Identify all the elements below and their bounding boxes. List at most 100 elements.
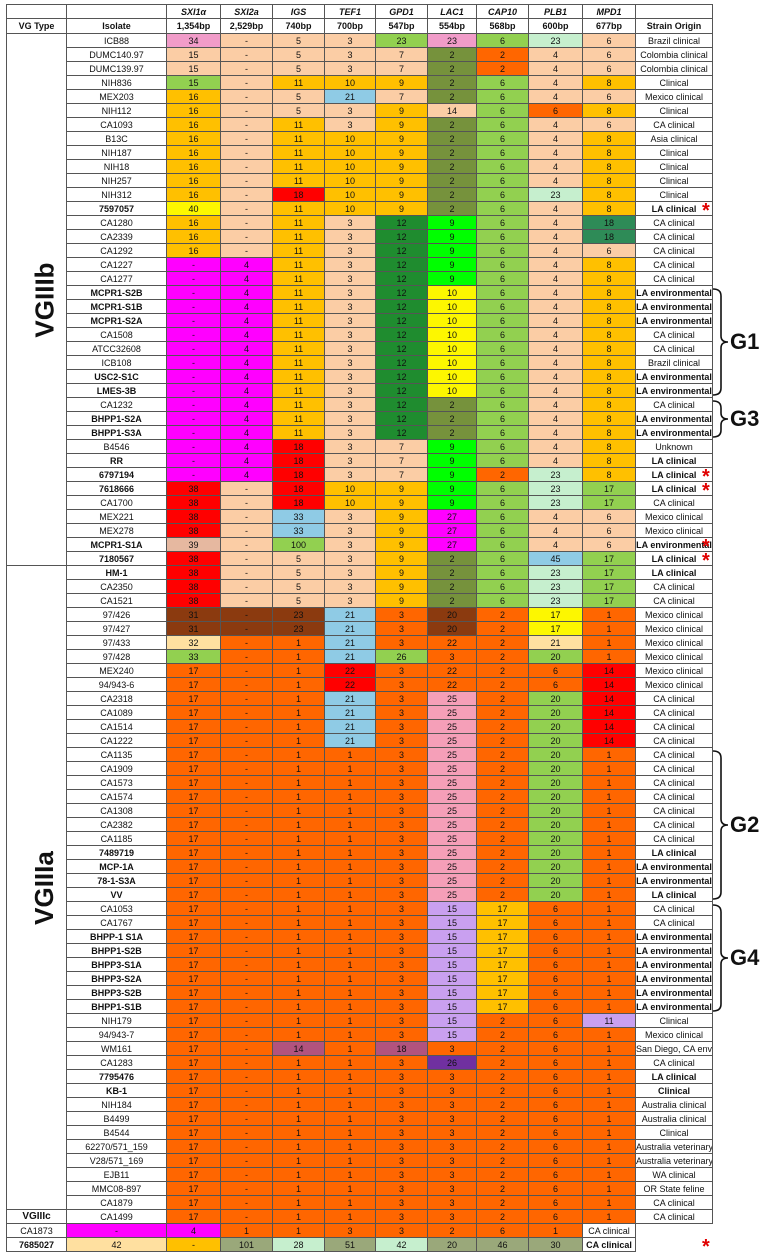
allele-cell: 100 <box>272 537 325 552</box>
allele-cell: 1 <box>272 691 325 706</box>
allele-cell: 1 <box>272 817 325 832</box>
origin-cell: Mexico clinical <box>635 509 713 524</box>
allele-cell: 4 <box>528 425 583 440</box>
allele-cell: 1 <box>582 1069 636 1084</box>
allele-cell: 3 <box>324 215 376 230</box>
allele-cell: 1 <box>324 817 376 832</box>
allele-cell: 12 <box>375 215 428 230</box>
allele-cell: 11 <box>272 145 325 160</box>
allele-cell: 1 <box>582 915 636 930</box>
allele-cell: 1 <box>324 1027 376 1042</box>
allele-cell: 1 <box>324 789 376 804</box>
table-row: 97/427 31-23 21 3 20 2 17 1 Mexico clinical <box>7 621 713 636</box>
allele-cell: 1 <box>272 873 325 888</box>
allele-cell: 3 <box>324 299 376 314</box>
allele-cell: 17 <box>166 915 221 930</box>
allele-cell: 6 <box>476 397 529 412</box>
vg-type-text: VGIIIb <box>29 261 60 338</box>
allele-cell: 3 <box>375 1069 428 1084</box>
allele-cell: 2 <box>476 1027 529 1042</box>
allele-cell: - <box>166 369 221 384</box>
allele-cell: 1 <box>272 1097 325 1112</box>
allele-cell: 21 <box>324 621 376 636</box>
allele-cell: 6 <box>476 201 529 216</box>
allele-cell: 17 <box>166 663 221 678</box>
allele-cell: 21 <box>324 691 376 706</box>
allele-cell: 1 <box>272 733 325 748</box>
allele-cell: 17 <box>166 1167 221 1182</box>
allele-cell: 2 <box>476 705 529 720</box>
allele-cell: 17 <box>476 957 529 972</box>
allele-cell: 2 <box>476 649 529 664</box>
allele-cell: 23 <box>427 33 477 48</box>
gene-header: MPD1 <box>582 4 636 19</box>
asterisk-mark: * <box>702 479 710 502</box>
isolate-cell: CA1767 <box>66 915 167 930</box>
allele-cell: 27 <box>427 537 477 552</box>
allele-cell: 8 <box>582 341 636 356</box>
allele-cell: 5 <box>272 33 325 48</box>
origin-cell: Clinical <box>635 1083 713 1098</box>
allele-cell: 3 <box>375 705 428 720</box>
allele-cell: 17 <box>166 1097 221 1112</box>
isolate-cell: NIH312 <box>66 187 167 202</box>
allele-cell: 4 <box>528 509 583 524</box>
allele-cell: 6 <box>476 411 529 426</box>
allele-cell: 16 <box>166 173 221 188</box>
allele-cell: 21 <box>324 733 376 748</box>
table-row: DUMC140.97 15-5 3 7 2 2 4 6 Colombia clinical <box>7 47 713 62</box>
allele-cell: 6 <box>476 1223 529 1238</box>
allele-cell: 17 <box>582 495 636 510</box>
allele-cell: 1 <box>272 1069 325 1084</box>
allele-cell: 21 <box>528 635 583 650</box>
isolate-cell: MEX240 <box>66 663 167 678</box>
allele-cell: 3 <box>324 369 376 384</box>
allele-cell: 3 <box>375 1209 428 1224</box>
blank-header <box>635 4 713 19</box>
allele-cell: 17 <box>166 719 221 734</box>
allele-cell: 16 <box>166 103 221 118</box>
allele-cell: 4 <box>220 397 273 412</box>
allele-cell: 6 <box>476 313 529 328</box>
allele-cell: 4 <box>528 215 583 230</box>
isolate-cell: NIH179 <box>66 1013 167 1028</box>
table-row: VGIIIc CA1499 17-1 1 3 3 2 6 1 CA clinical <box>6 1209 713 1224</box>
allele-cell: 1 <box>582 1055 636 1070</box>
allele-cell: 12 <box>375 355 428 370</box>
isolate-cell: CA2339 <box>66 229 167 244</box>
allele-cell: 20 <box>528 691 583 706</box>
allele-cell: 26 <box>375 649 428 664</box>
allele-cell: - <box>220 215 273 230</box>
isolate-cell: NIH112 <box>66 103 167 118</box>
allele-cell: 25 <box>427 845 477 860</box>
table-row: 78-1-S3A 17-1 1 3 25 2 20 1 LA environmental <box>7 873 713 888</box>
allele-cell: 4 <box>528 355 583 370</box>
allele-cell: 9 <box>375 75 428 90</box>
allele-cell: 15 <box>427 1027 477 1042</box>
allele-cell: 6 <box>476 89 529 104</box>
allele-cell: 6 <box>582 89 636 104</box>
allele-cell: 20 <box>528 649 583 664</box>
allele-cell: 42 <box>375 1237 428 1252</box>
table-row: CA1514 17-1 21 3 25 2 20 14 CA clinical <box>7 719 713 734</box>
allele-cell: 6 <box>528 985 583 1000</box>
allele-cell: 2 <box>427 117 477 132</box>
allele-cell: 3 <box>375 1223 428 1238</box>
table-row: CA1873-4 1 1 3 3 2 6 1 CA clinical <box>6 1223 713 1238</box>
allele-cell: 6 <box>582 117 636 132</box>
allele-cell: - <box>220 1097 273 1112</box>
allele-cell: 2 <box>476 803 529 818</box>
allele-cell: - <box>220 649 273 664</box>
allele-cell: 6 <box>476 341 529 356</box>
origin-cell: CA clinical <box>635 257 713 272</box>
isolate-cell: BHPP1-S3A <box>66 425 167 440</box>
allele-cell: 4 <box>528 173 583 188</box>
allele-cell: 4 <box>528 299 583 314</box>
allele-cell: 3 <box>324 341 376 356</box>
allele-cell: 5 <box>272 593 325 608</box>
isolate-cell: CA1508 <box>66 327 167 342</box>
cluster-label: G4 <box>730 944 760 970</box>
allele-cell: 17 <box>166 1069 221 1084</box>
allele-cell: 27 <box>427 523 477 538</box>
allele-cell: 38 <box>166 565 221 580</box>
